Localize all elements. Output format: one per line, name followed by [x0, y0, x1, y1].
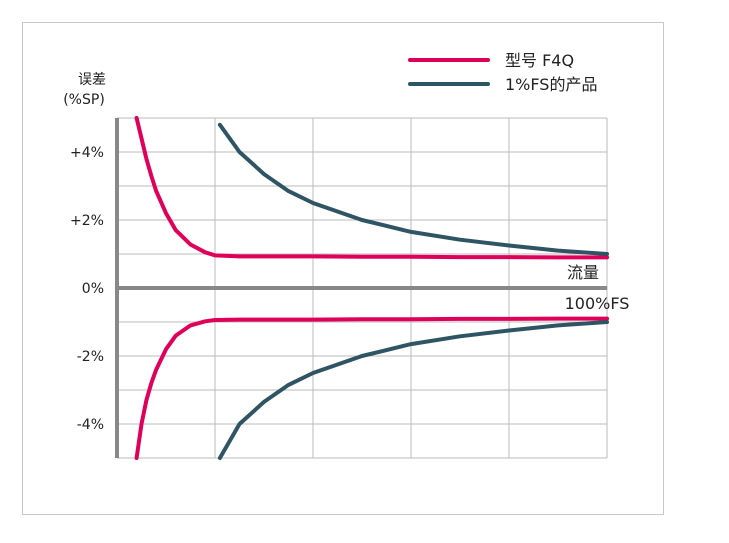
y-tick-label: -4% [77, 417, 104, 433]
legend-label-fs: 1%FS的产品 [505, 75, 597, 94]
legend: 型号 F4Q 1%FS的产品 [408, 51, 597, 94]
series-line-f4q-upper [134, 116, 609, 260]
series-line-fs-lower [217, 320, 609, 460]
y-tick-label: 0% [82, 281, 104, 297]
x-axis-label-line2: 100%FS [565, 294, 630, 313]
axes: +4% +2% 0% -2% -4% [70, 118, 607, 458]
series-lines [134, 116, 609, 460]
y-axis-label-line1: 误差 [78, 72, 106, 88]
chart-frame [22, 22, 664, 515]
y-axis-label-line2: (%SP) [63, 92, 105, 108]
y-tick-label: +2% [70, 213, 104, 229]
y-tick-label: +4% [70, 145, 104, 161]
labels: 误差 (%SP) 流量 100%FS [63, 72, 629, 313]
x-axis-label-line1: 流量 [567, 263, 599, 282]
series-line-fs-upper [217, 122, 609, 256]
grid [117, 117, 608, 459]
legend-label-f4q: 型号 F4Q [505, 51, 574, 70]
series-line-f4q-lower [134, 316, 609, 460]
y-tick-label: -2% [77, 349, 104, 365]
